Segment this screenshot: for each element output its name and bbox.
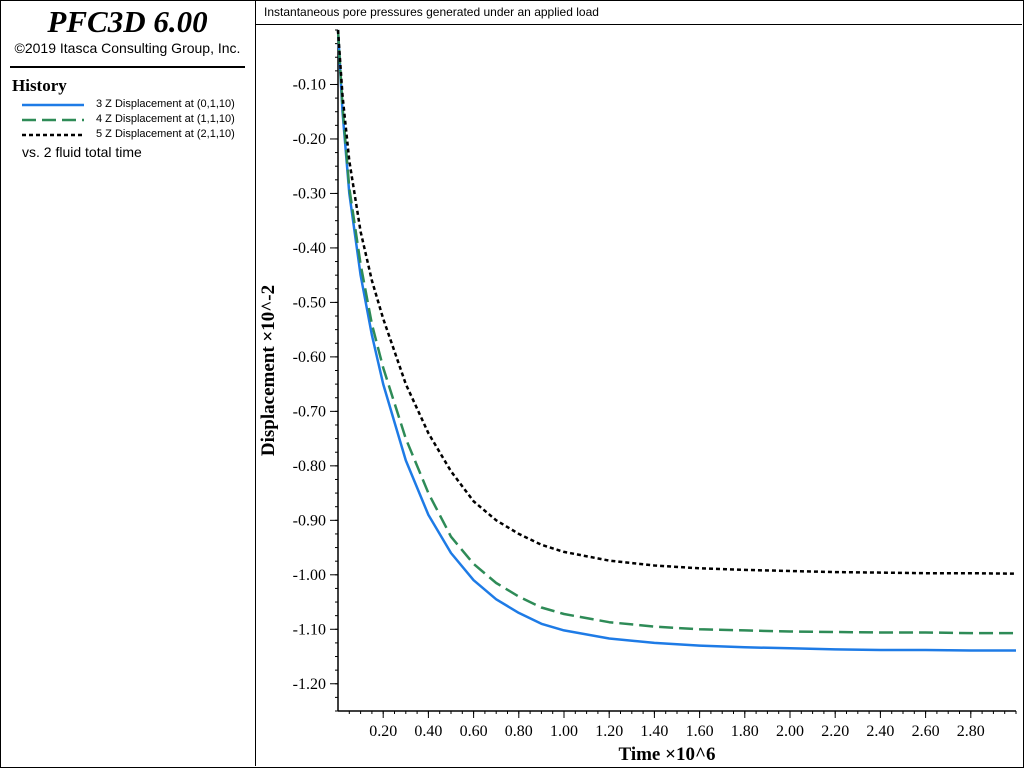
series-line: [336, 29, 1017, 575]
x-tick-label: 2.80: [957, 723, 985, 740]
y-tick-label: -0.20: [293, 131, 326, 148]
x-tick-label: 2.20: [821, 723, 849, 740]
copyright-text: ©2019 Itasca Consulting Group, Inc.: [14, 40, 241, 56]
x-tick-label: 2.40: [866, 723, 894, 740]
chart-title: Instantaneous pore pressures generated u…: [264, 5, 599, 19]
x-tick-label: 1.00: [550, 723, 578, 740]
vs-label: vs. 2 fluid total time: [22, 144, 142, 160]
legend-label: 4 Z Displacement at (1,1,10): [96, 113, 235, 125]
y-axis-label: Displacement ×10^-2: [258, 285, 279, 456]
app-title: PFC3D 6.00: [47, 4, 208, 39]
y-tick-label: -0.70: [293, 403, 326, 420]
x-tick-label: 2.60: [912, 723, 940, 740]
y-tick-label: -0.90: [293, 512, 326, 529]
x-tick-label: 1.20: [595, 723, 623, 740]
legend-label: 3 Z Displacement at (0,1,10): [96, 98, 235, 110]
x-tick-label: 1.40: [640, 723, 668, 740]
chart-area: Instantaneous pore pressures generated u…: [256, 5, 1022, 765]
legend-item-4: 4 Z Displacement at (1,1,10): [22, 113, 262, 127]
y-tick-label: -0.50: [293, 294, 326, 311]
y-tick-label: -0.10: [293, 76, 326, 93]
legend-swatch-dotted: [22, 133, 84, 137]
y-tick-label: -0.60: [293, 349, 326, 366]
series-line: [336, 29, 1016, 652]
y-tick-label: -0.30: [293, 185, 326, 202]
x-tick-label: 0.40: [414, 723, 442, 740]
legend-swatch-dashed: [22, 118, 84, 122]
legend-item-5: 5 Z Displacement at (2,1,10): [22, 128, 262, 142]
y-tick-label: -1.00: [293, 567, 326, 584]
legend-label: 5 Z Displacement at (2,1,10): [96, 128, 235, 140]
legend-swatch-solid: [22, 103, 84, 107]
x-axis-label: Time ×10^6: [619, 744, 716, 765]
x-tick-label: 0.80: [505, 723, 533, 740]
divider: [10, 66, 245, 68]
y-tick-label: -0.40: [293, 240, 326, 257]
y-tick-label: -1.10: [293, 621, 326, 638]
legend-item-3: 3 Z Displacement at (0,1,10): [22, 98, 262, 112]
x-tick-label: 0.60: [460, 723, 488, 740]
x-tick-label: 1.60: [686, 723, 714, 740]
series-line: [336, 29, 1016, 635]
x-tick-label: 1.80: [731, 723, 759, 740]
y-tick-label: -0.80: [293, 458, 326, 475]
series-group: [336, 29, 1017, 652]
x-tick-label: 2.00: [776, 723, 804, 740]
legend-panel: PFC3D 6.00 ©2019 Itasca Consulting Group…: [0, 0, 256, 766]
history-heading: History: [12, 76, 67, 95]
x-tick-label: 0.20: [369, 723, 397, 740]
axes-group: -0.10 -0.20 -0.30 -0.40 -0.50 -0.60 -0.70 -0.80…: [293, 29, 1017, 740]
y-tick-label: -1.20: [293, 676, 326, 693]
